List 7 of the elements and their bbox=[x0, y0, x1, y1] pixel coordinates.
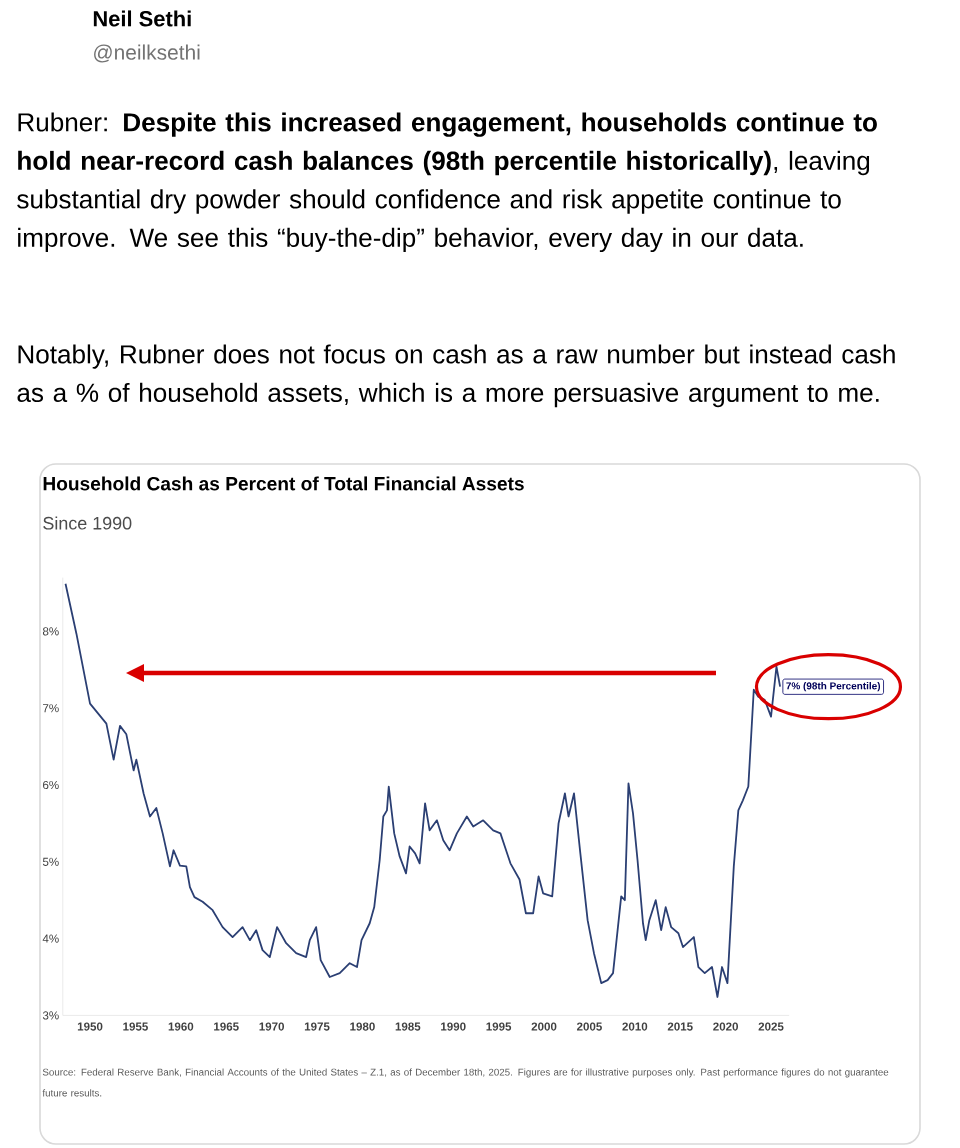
text: @neilksethi bbox=[94, 44, 200, 63]
line-series bbox=[64, 582, 781, 998]
chart-subtitle: Since 1990 bbox=[43, 516, 132, 530]
chart-title: Household Cash as Percent of Total Financial Assets bbox=[43, 476, 524, 491]
text: Neil Sethi bbox=[93, 10, 191, 27]
text: Notably, Rubner does not focus on cash as a raw number but instead cash as a % of household assets, which is a more persuasive argument to me. bbox=[17, 344, 895, 408]
text: Rubner: Despite this increased engagement, households continue to hold near-record cash balances (98th percentile historically), leaving substantial dry powder should confidence and risk appetite continue to improve. We see this “buy-the-dip” behavior, every day in our data. bbox=[17, 112, 877, 253]
